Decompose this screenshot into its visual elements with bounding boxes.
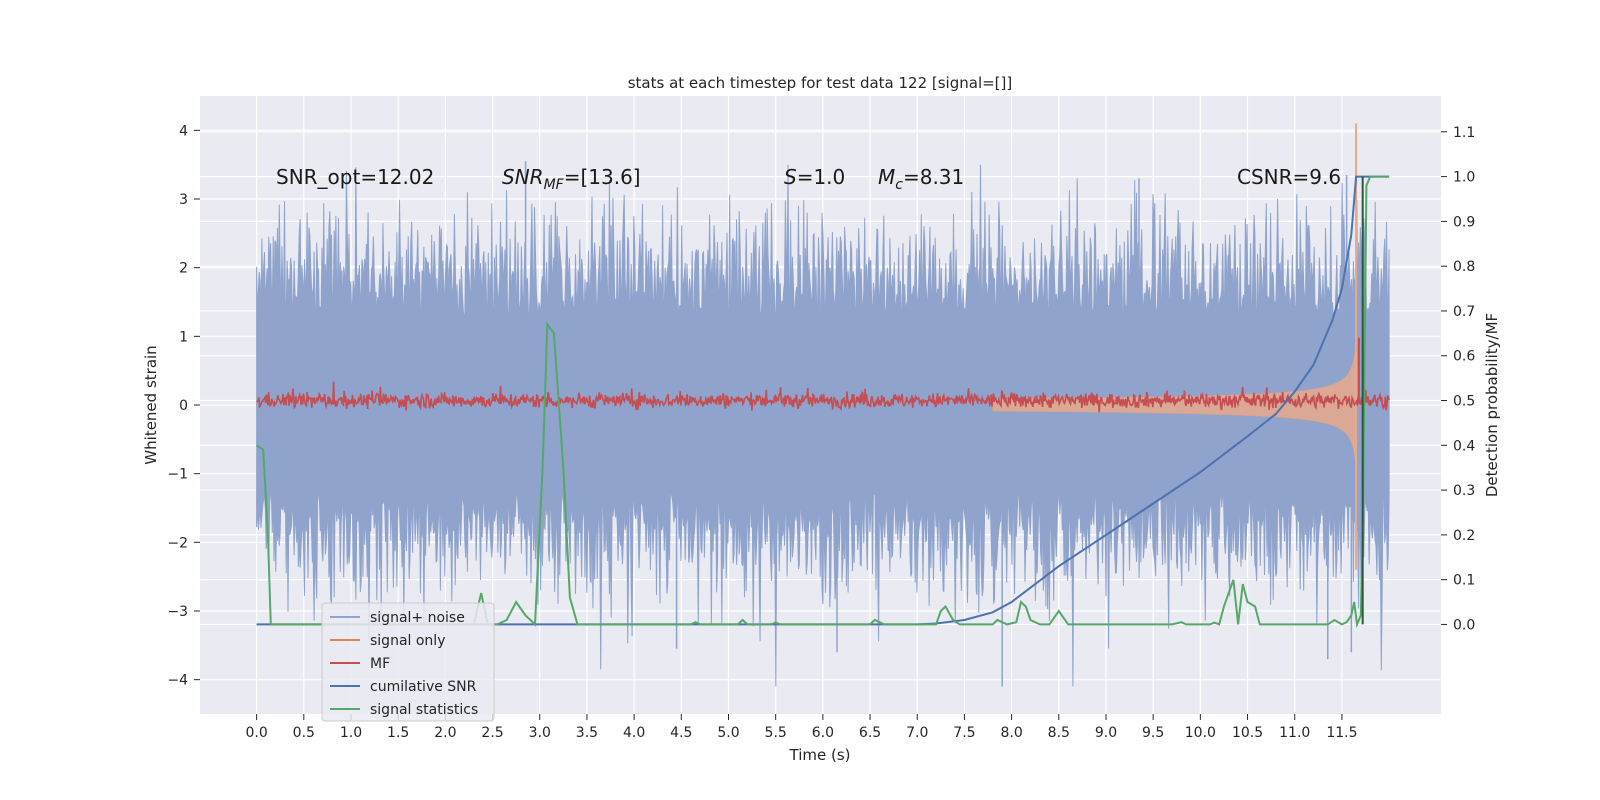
cumulative-snr-line [256,175,1390,626]
x-tick-label: 5.0 [717,725,739,741]
x-tick-label: 10.5 [1232,725,1263,741]
x-axis-ticks: 0.0 0.5 1.0 1.5 2.0 2.5 3.0 3.5 4.0 4.5 5.0 5.5 6.0 6… [245,714,1357,741]
x-tick-label: 10.0 [1185,725,1216,741]
x-tick-label: 6.0 [812,725,834,741]
x-tick-label: 3.0 [529,725,551,741]
x-tick-label: 5.5 [765,725,787,741]
x-tick-label: 4.5 [670,725,692,741]
chart-title: stats at each timestep for test data 122… [628,74,1013,92]
y-right-tick-label: 1.1 [1453,125,1475,141]
noise-lower-spikes [256,404,1390,687]
y-right-tick-label: 0.8 [1453,259,1475,275]
x-axis-label: Time (s) [789,746,851,764]
x-tick-label: 6.5 [859,725,881,741]
y-left-tick-label: 3 [179,192,188,208]
x-tick-label: 8.0 [1000,725,1022,741]
x-tick-label: 7.0 [906,725,928,741]
series-cumulative-snr [256,175,1390,626]
y-right-tick-label: 0.0 [1453,617,1475,633]
y-left-axis-ticks: 4 3 2 1 0 −1 −2 −3 −4 [167,123,200,689]
y-left-tick-label: −3 [167,604,188,620]
y-left-tick-label: 4 [179,123,188,139]
annotation-csnr: CSNR=9.6 [1237,165,1341,189]
y-left-tick-label: −2 [167,535,188,551]
x-tick-label: 7.5 [953,725,975,741]
y-right-tick-label: 0.4 [1453,438,1475,454]
x-tick-label: 2.5 [481,725,503,741]
y-right-axis-label: Detection probability/MF [1483,313,1501,497]
legend-label: signal statistics [370,702,478,718]
annotation-mc-sub: c [895,177,903,193]
annotation-snr-mf-value: =[13.6] [564,165,641,189]
y-right-tick-label: 0.9 [1453,214,1475,230]
x-tick-label: 11.0 [1279,725,1310,741]
y-left-tick-label: −4 [167,673,188,689]
legend-box [321,602,495,722]
x-tick-label: 2.0 [434,725,456,741]
signal-statistics-line [256,175,1390,629]
annotation-mc-value: =8.31 [903,165,964,189]
y-left-tick-label: −1 [167,467,188,483]
y-right-tick-label: 0.7 [1453,304,1475,320]
x-tick-label: 9.5 [1142,725,1164,741]
x-tick-label: 9.0 [1095,725,1117,741]
x-tick-label: 8.5 [1048,725,1070,741]
mf-line [256,381,1390,413]
y-right-axis-ticks: 1.1 1.0 0.9 0.8 0.7 0.6 0.5 0.4 0.3 0.2 0.1 0.0 [1441,125,1475,633]
annotation-s-value: =1.0 [797,165,846,189]
legend-label: MF [370,656,390,672]
legend-label: cumilative SNR [370,679,477,695]
x-tick-label: 1.5 [387,725,409,741]
y-right-tick-label: 0.2 [1453,528,1475,544]
y-right-tick-label: 1.0 [1453,170,1475,186]
y-left-tick-label: 2 [179,261,188,277]
annotation-mc: Mc=8.31 [878,165,964,193]
annotation-snr-mf-sub: MF [544,177,565,193]
series-mf [256,337,1390,413]
annotation-s: S=1.0 [784,165,845,189]
y-right-tick-label: 0.6 [1453,349,1475,365]
annotation-snr-mf: SNRMF=[13.6] [502,165,641,193]
legend-label: signal only [370,633,445,649]
annotation-mc-main: M [878,165,895,189]
legend-label: signal+ noise [370,610,465,626]
y-left-tick-label: 0 [179,398,188,414]
x-tick-label: 0.0 [245,725,267,741]
legend: signal+ noise signal only MF cumilative SNR… [321,602,495,722]
y-left-tick-label: 1 [179,329,188,345]
x-tick-label: 1.0 [340,725,362,741]
x-tick-label: 0.5 [293,725,315,741]
annotation-snr-opt: SNR_opt=12.02 [276,165,434,189]
y-right-tick-label: 0.5 [1453,394,1475,410]
x-tick-label: 11.5 [1326,725,1357,741]
x-tick-label: 3.5 [576,725,598,741]
y-left-axis-label: Whitened strain [142,345,160,464]
y-right-tick-label: 0.1 [1453,573,1475,589]
annotation-s-main: S [784,165,797,189]
series-signal-statistics [256,175,1390,629]
x-tick-label: 4.0 [623,725,645,741]
y-right-tick-label: 0.3 [1453,483,1475,499]
annotation-snr-mf-main: SNR [502,165,544,189]
noise-upper-spikes [256,164,1390,406]
